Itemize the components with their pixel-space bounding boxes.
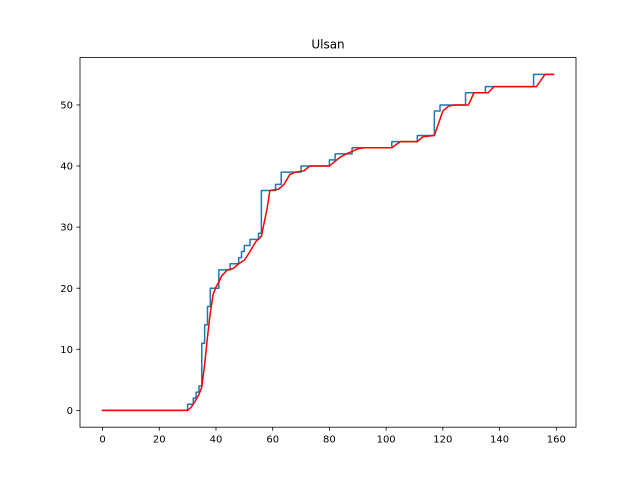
plot-frame <box>79 57 577 428</box>
series-line-1 <box>101 73 555 412</box>
y-tick-label: 10 <box>60 345 73 356</box>
x-tick-label: 20 <box>153 435 166 446</box>
axes-layer: 0 20 40 60 80 100 120 140 160 0 10 20 30 40 50 <box>60 57 577 446</box>
plot-area: 0 20 40 60 80 100 120 140 160 0 10 20 30 40 50 <box>60 57 577 446</box>
x-tick-label: 100 <box>377 435 396 446</box>
x-tick-label: 80 <box>323 435 336 446</box>
series-line-0 <box>101 73 555 412</box>
x-tick-label: 40 <box>210 435 223 446</box>
y-tick-label: 20 <box>60 284 73 295</box>
y-tick-label: 30 <box>60 223 73 234</box>
series-layer <box>101 73 555 412</box>
y-tick-label: 0 <box>67 406 73 417</box>
x-tick-label: 120 <box>433 435 452 446</box>
y-tick-label: 40 <box>60 162 73 173</box>
x-tick-label: 60 <box>266 435 279 446</box>
x-tick-label: 0 <box>99 435 105 446</box>
chart-title: Ulsan <box>311 38 344 52</box>
x-tick-label: 140 <box>490 435 509 446</box>
y-tick-label: 50 <box>60 101 73 112</box>
x-tick-label: 160 <box>547 435 566 446</box>
